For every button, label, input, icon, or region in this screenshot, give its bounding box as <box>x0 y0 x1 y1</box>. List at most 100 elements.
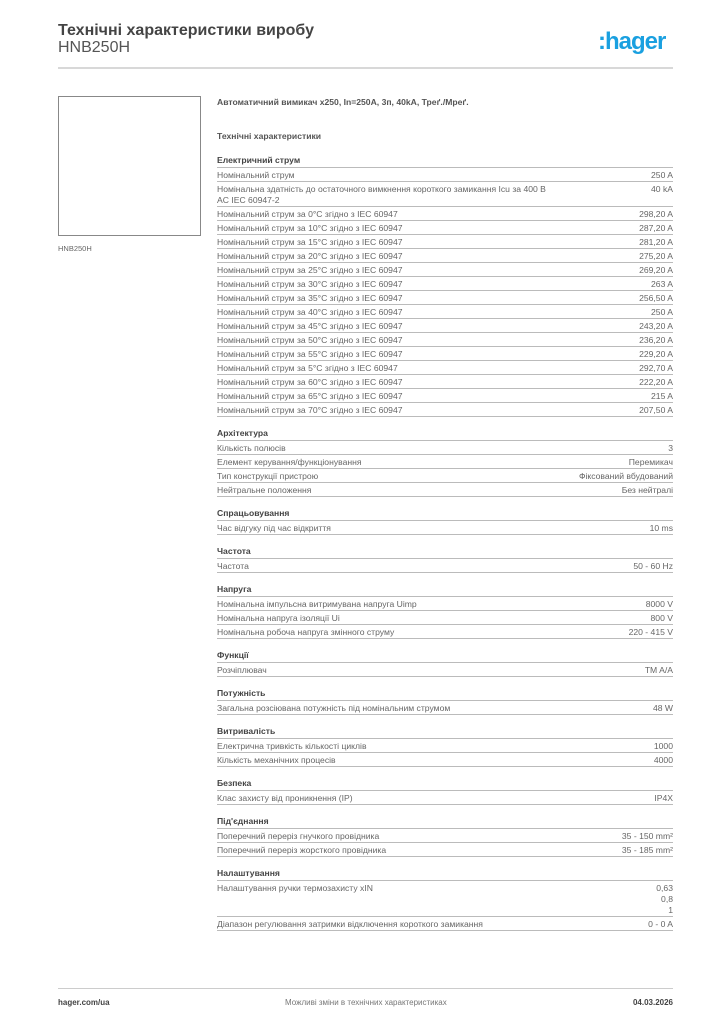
spec-section: Спрацьовування Час відгуку під час відкри… <box>217 507 673 535</box>
spec-label: Діапазон регулювання затримки відключенн… <box>217 919 483 929</box>
product-image <box>58 96 201 236</box>
spec-value: 220 - 415 V <box>628 627 673 637</box>
spec-label: Загальна розсіювана потужність під номін… <box>217 703 451 713</box>
spec-label: Номінальний струм за 70°C згідно з IEC 6… <box>217 405 403 415</box>
spec-row: Номінальна напруга ізоляції Ui 800 V <box>217 611 673 625</box>
spec-value: 236,20 A <box>639 335 673 345</box>
hager-logo: :hager <box>598 28 666 55</box>
spec-label: Електрична тривкість кількості циклів <box>217 741 367 751</box>
spec-label: Номінальна імпульсна витримувана напруга… <box>217 599 417 609</box>
section-heading: Частота <box>217 545 673 559</box>
spec-value: IP4X <box>654 793 673 803</box>
spec-value: 281,20 A <box>639 237 673 247</box>
spec-row: Номінальна робоча напруга змінного струм… <box>217 625 673 639</box>
spec-value: 250 A <box>651 170 673 180</box>
section-heading: Архітектура <box>217 427 673 441</box>
product-code: HNB250H <box>58 39 131 56</box>
spec-label: Номінальний струм за 50°C згідно з IEC 6… <box>217 335 403 345</box>
spec-value: 287,20 A <box>639 223 673 233</box>
spec-label: Поперечний переріз гнучкого провідника <box>217 831 380 841</box>
spec-label: Налаштування ручки термозахисту xIN <box>217 883 373 893</box>
spec-section: Напруга Номінальна імпульсна витримувана … <box>217 583 673 639</box>
spec-value: 215 A <box>651 391 673 401</box>
spec-section: Витривалість Електрична тривкість кількос… <box>217 725 673 767</box>
spec-label: Поперечний переріз жорсткого провідника <box>217 845 387 855</box>
spec-label: Номінальний струм за 60°C згідно з IEC 6… <box>217 377 403 387</box>
spec-value: 222,20 A <box>639 377 673 387</box>
spec-row: Номінальна здатність до остаточного вимк… <box>217 182 673 207</box>
spec-value: 50 - 60 Hz <box>633 561 673 571</box>
page-title: Технічні характеристики виробу <box>58 22 314 39</box>
spec-value: 35 - 150 mm² <box>621 831 673 841</box>
spec-label: Номінальний струм за 20°C згідно з IEC 6… <box>217 251 403 261</box>
spec-section: Під'єднання Поперечний переріз гнучкого п… <box>217 815 673 857</box>
section-heading: Безпека <box>217 777 673 791</box>
spec-row: Номінальний струм за 0°C згідно з IEC 60… <box>217 207 673 221</box>
spec-label: Час відгуку під час відкриття <box>217 523 331 533</box>
spec-row: Розчіплювач TM A/A <box>217 663 673 677</box>
spec-value: TM A/A <box>644 665 673 675</box>
spec-label: Номінальна робоча напруга змінного струм… <box>217 627 395 637</box>
spec-value: 0 - 0 A <box>648 919 673 929</box>
spec-value: 800 V <box>650 613 673 623</box>
spec-label: Номінальний струм за 10°C згідно з IEC 6… <box>217 223 403 233</box>
spec-value: 275,20 A <box>639 251 673 261</box>
spec-label: Номінальний струм <box>217 170 295 180</box>
spec-row: Загальна розсіювана потужність під номін… <box>217 701 673 715</box>
spec-value: 250 A <box>651 307 673 317</box>
spec-label: Номінальна напруга ізоляції Ui <box>217 613 340 623</box>
footer-website[interactable]: hager.com/ua <box>58 998 110 1007</box>
spec-row: Клас захисту від проникнення (IP) IP4X <box>217 791 673 805</box>
spec-label: Номінальний струм за 5°C згідно з IEC 60… <box>217 363 398 373</box>
spec-label: Кількість полюсів <box>217 443 286 453</box>
spec-value: 263 A <box>651 279 673 289</box>
spec-value: Без нейтралі <box>621 485 673 495</box>
spec-label: Номінальний струм за 35°C згідно з IEC 6… <box>217 293 403 303</box>
footer-date: 04.03.2026 <box>632 998 673 1007</box>
spec-row: Номінальний струм за 45°C згідно з IEC 6… <box>217 319 673 333</box>
spec-row: Тип конструкції пристрою Фіксований вбудо… <box>217 469 673 483</box>
footer-divider <box>58 988 673 989</box>
spec-row: Кількість полюсів 3 <box>217 441 673 455</box>
spec-label: Номінальний струм за 25°C згідно з IEC 6… <box>217 265 403 275</box>
spec-label: Номінальний струм за 45°C згідно з IEC 6… <box>217 321 403 331</box>
spec-content: Автоматичний вимикач x250, In=250A, 3п, … <box>217 96 673 931</box>
spec-value: 10 ms <box>649 523 673 533</box>
section-heading: Функції <box>217 649 673 663</box>
header-divider <box>58 67 673 69</box>
spec-value: 48 W <box>652 703 673 713</box>
spec-row: Номінальний струм за 25°C згідно з IEC 6… <box>217 263 673 277</box>
spec-row: Номінальний струм за 60°C згідно з IEC 6… <box>217 375 673 389</box>
spec-row: Номінальний струм за 15°C згідно з IEC 6… <box>217 235 673 249</box>
section-heading: Витривалість <box>217 725 673 739</box>
spec-value: Перемикач <box>628 457 673 467</box>
spec-value: 298,20 A <box>639 209 673 219</box>
spec-value: 256,50 A <box>639 293 673 303</box>
spec-row: Поперечний переріз жорсткого провідника 3… <box>217 843 673 857</box>
spec-value: 229,20 A <box>639 349 673 359</box>
spec-row: Номінальний струм за 50°C згідно з IEC 6… <box>217 333 673 347</box>
spec-row: Елемент керування/функціонування Перемика… <box>217 455 673 469</box>
spec-value: 3 <box>668 443 673 453</box>
spec-section: Частота Частота 50 - 60 Hz <box>217 545 673 573</box>
spec-label: Кількість механічних процесів <box>217 755 336 765</box>
section-heading: Потужність <box>217 687 673 701</box>
spec-value: 40 kA <box>651 184 673 194</box>
spec-row: Номінальний струм за 30°C згідно з IEC 6… <box>217 277 673 291</box>
spec-label: Клас захисту від проникнення (IP) <box>217 793 353 803</box>
spec-row: Номінальний струм 250 A <box>217 168 673 182</box>
spec-label: Номінальний струм за 30°C згідно з IEC 6… <box>217 279 403 289</box>
section-heading: Налаштування <box>217 867 673 881</box>
spec-value: 4000 <box>653 755 673 765</box>
spec-row: Номінальний струм за 65°C згідно з IEC 6… <box>217 389 673 403</box>
section-heading: Під'єднання <box>217 815 673 829</box>
spec-value: 1000 <box>653 741 673 751</box>
spec-row: Номінальний струм за 35°C згідно з IEC 6… <box>217 291 673 305</box>
spec-row: Час відгуку під час відкриття 10 ms <box>217 521 673 535</box>
spec-label: Розчіплювач <box>217 665 267 675</box>
spec-label: Номінальний струм за 15°C згідно з IEC 6… <box>217 237 403 247</box>
spec-value: 0,63 0,8 1 <box>656 883 673 915</box>
spec-section: Функції Розчіплювач TM A/A <box>217 649 673 677</box>
